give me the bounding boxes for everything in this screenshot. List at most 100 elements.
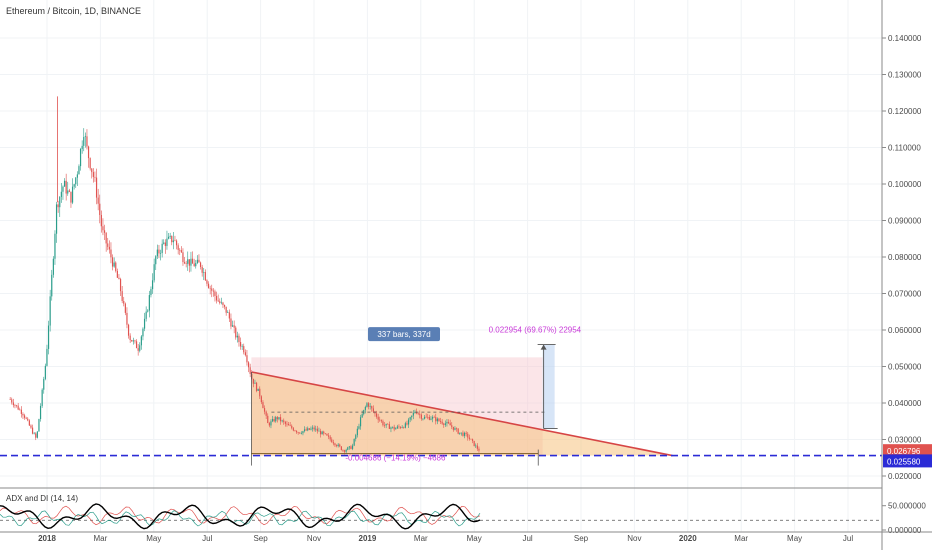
candle-body — [388, 424, 390, 429]
candle-body — [161, 243, 163, 253]
candle-body — [313, 427, 315, 430]
candle-body — [246, 355, 248, 363]
candle-body — [73, 184, 75, 187]
candle-body — [475, 445, 477, 447]
candle-body — [329, 436, 331, 440]
candle-body — [99, 203, 101, 215]
y-tick-label: 0.130000 — [888, 71, 922, 80]
candle-body — [473, 440, 475, 447]
candlestick-series — [9, 96, 480, 455]
candle-body — [68, 190, 70, 192]
candle-body — [191, 258, 194, 264]
candle-body — [307, 428, 309, 431]
candle-body — [84, 136, 86, 138]
candle-body — [76, 174, 78, 178]
candle-body — [278, 417, 280, 420]
candle-body — [239, 342, 242, 347]
candle-body — [38, 419, 40, 432]
candle-body — [430, 418, 432, 420]
y-tick-label: 0.090000 — [888, 217, 922, 226]
candle-body — [27, 418, 29, 421]
candle-body — [403, 427, 405, 428]
candle-body — [257, 388, 259, 391]
descending-trendline — [251, 371, 673, 457]
candle-body — [324, 433, 326, 435]
candle-body — [279, 417, 282, 422]
candle-body — [247, 362, 250, 368]
candle-body — [174, 240, 176, 242]
candle-body — [457, 428, 459, 434]
candle-body — [332, 442, 334, 444]
candle-body — [113, 262, 115, 267]
candle-body — [414, 411, 416, 413]
support-price-tag — [883, 454, 932, 468]
candle-body — [385, 423, 387, 426]
candle-body — [427, 416, 429, 418]
candle-body — [283, 420, 285, 422]
y-tick-label: 0.060000 — [888, 326, 922, 335]
candle-body — [79, 149, 82, 167]
candle-body — [131, 340, 133, 342]
candle-body — [9, 399, 11, 400]
candle-body — [267, 415, 269, 424]
candle-body — [411, 415, 413, 418]
candle-body — [228, 312, 230, 319]
candle-body — [292, 428, 294, 431]
candle-body — [92, 172, 94, 177]
candle-body — [375, 413, 378, 417]
x-tick-label: 2019 — [359, 534, 377, 543]
candle-body — [435, 417, 437, 422]
candle-body — [206, 280, 208, 284]
candle-body — [41, 389, 43, 406]
candle-body — [422, 418, 424, 420]
candle-body — [454, 428, 456, 430]
candle-body — [175, 240, 178, 246]
candle-body — [171, 235, 173, 243]
candle-body — [215, 295, 218, 301]
candle-body — [423, 416, 426, 419]
candle-body — [379, 419, 381, 421]
candle-body — [305, 429, 307, 431]
candle-body — [43, 378, 45, 390]
candle-body — [55, 204, 58, 234]
candle-body — [220, 302, 222, 304]
y-tick-label: 0.140000 — [888, 34, 922, 43]
candle-body — [89, 158, 91, 169]
candle-body — [419, 413, 421, 415]
projection-box — [542, 344, 555, 429]
candle-body — [235, 327, 237, 338]
candle-body — [159, 252, 162, 254]
candle-body — [199, 262, 202, 267]
candle-body — [75, 177, 77, 185]
candle-body — [135, 341, 138, 349]
candle-body — [20, 409, 22, 414]
candle-body — [318, 430, 320, 432]
candle-body — [223, 304, 226, 307]
range-measure-label: -0.004686 (−14.19%) −4686 — [345, 454, 446, 463]
candle-body — [198, 259, 200, 263]
candle-body — [129, 335, 131, 341]
candle-body — [302, 431, 304, 434]
candle-body — [271, 419, 274, 422]
candle-body — [452, 426, 454, 430]
x-tick-label: Mar — [414, 534, 428, 543]
candle-body — [166, 238, 168, 246]
candle-body — [407, 419, 410, 425]
candle-body — [244, 352, 246, 356]
y-tick-label: 0.050000 — [888, 363, 922, 372]
candle-body — [115, 262, 117, 272]
x-tick-label: Sep — [574, 534, 589, 543]
candle-body — [342, 449, 344, 451]
candle-body — [438, 418, 440, 422]
candle-body — [30, 425, 32, 428]
candle-body — [273, 419, 275, 422]
candle-body — [94, 176, 96, 178]
candle-body — [180, 250, 182, 253]
x-tick-label: Nov — [307, 534, 321, 543]
candle-body — [451, 425, 453, 427]
candle-body — [468, 437, 470, 439]
di-minus-line — [0, 505, 481, 526]
candle-body — [78, 166, 80, 175]
candle-body — [311, 427, 314, 429]
candle-body — [358, 426, 360, 429]
